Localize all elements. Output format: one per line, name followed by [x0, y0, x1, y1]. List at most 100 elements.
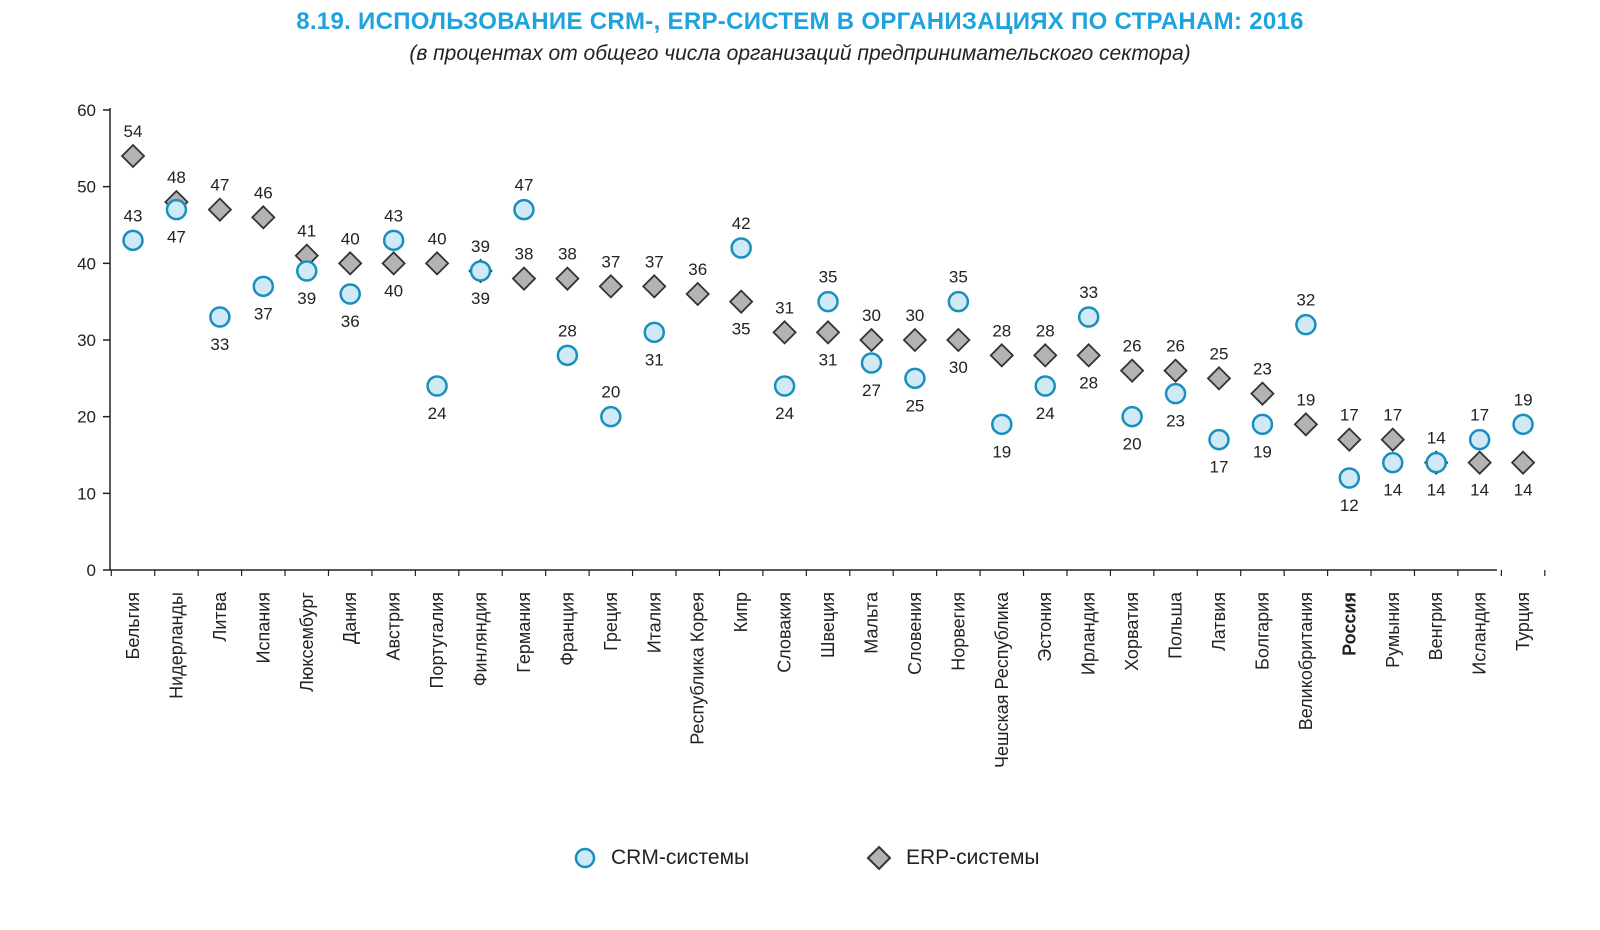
crm-data-label: 33: [1079, 283, 1098, 302]
erp-data-label: 47: [210, 176, 229, 195]
crm-data-label: 19: [992, 442, 1011, 461]
y-tick-label: 0: [87, 561, 96, 580]
x-category-label: Бельгия: [123, 592, 143, 659]
erp-data-label: 35: [732, 320, 751, 339]
crm-data-label: 39: [297, 289, 316, 308]
x-category-label: Россия: [1339, 592, 1359, 656]
erp-point: [207, 197, 233, 222]
crm-point: [773, 375, 796, 397]
crm-data-label: 24: [775, 404, 794, 423]
crm-point: [643, 321, 666, 344]
crm-point: [1251, 413, 1274, 436]
crm-data-label: 39: [471, 289, 490, 308]
erp-data-label: 38: [558, 245, 577, 264]
erp-point: [989, 343, 1015, 368]
x-category-label: Франция: [557, 592, 577, 666]
crm-data-label: 19: [1514, 390, 1533, 409]
scatter-chart: 0 10 20 30 40 50 60 Бельгия Нидерланды Литва Испан…: [77, 101, 1546, 768]
crm-point: [469, 260, 492, 282]
crm-data-label: 47: [167, 228, 186, 247]
erp-data-label: 26: [1123, 337, 1142, 356]
legend-label-erp: ERP-системы: [906, 846, 1040, 869]
erp-point: [1032, 343, 1058, 368]
crm-point: [556, 344, 579, 367]
crm-point: [1295, 313, 1317, 336]
y-tick-label: 50: [77, 178, 96, 197]
crm-point: [165, 198, 188, 221]
erp-data-label: 28: [1036, 321, 1055, 340]
x-category-label: Швеция: [818, 592, 838, 658]
erp-data-label: 41: [297, 222, 316, 241]
x-category-label: Литва: [210, 591, 230, 641]
erp-data-label: 14: [1514, 481, 1533, 500]
crm-data-label: 23: [1166, 412, 1185, 431]
erp-data-label: 28: [992, 321, 1011, 340]
crm-point: [1512, 413, 1534, 436]
crm-point: [513, 198, 535, 221]
chart-legend: CRM-системы ERP-системы: [0, 838, 1600, 878]
erp-data-label: 54: [124, 122, 143, 141]
crm-point: [122, 229, 144, 252]
erp-data-label: 40: [428, 229, 447, 248]
crm-point: [1164, 382, 1187, 405]
crm-point: [730, 237, 752, 259]
x-category-label: Латвия: [1209, 592, 1229, 651]
erp-data-label: 14: [1427, 429, 1446, 448]
crm-data-label: 28: [558, 321, 577, 340]
erp-data-label: 30: [949, 358, 968, 377]
x-category-label: Чешская Республика: [992, 591, 1012, 768]
x-category-label: Нидерланды: [166, 592, 186, 699]
x-category-label: Дания: [340, 592, 360, 644]
x-category-label: Республика Корея: [688, 592, 708, 745]
crm-point: [904, 367, 926, 390]
x-category-label: Испания: [253, 592, 273, 663]
x-category-label: Болгария: [1252, 592, 1272, 670]
erp-point: [902, 327, 928, 353]
chart-title: 8.19. ИСПОЛЬЗОВАНИЕ CRM-, ERP-СИСТЕМ В О…: [296, 8, 1304, 35]
erp-point: [1510, 450, 1536, 475]
x-category-label: Хорватия: [1122, 592, 1142, 671]
crm-point: [817, 290, 839, 313]
chart-subtitle: (в процентах от общего числа организаций…: [409, 42, 1191, 65]
crm-data-label: 47: [514, 176, 533, 195]
erp-data-label: 37: [645, 252, 664, 271]
erp-data-label: 30: [862, 306, 881, 325]
legend-item-erp: ERP-системы: [866, 838, 1040, 878]
crm-data-label: 19: [1253, 442, 1272, 461]
erp-point: [337, 251, 363, 276]
erp-point: [1293, 412, 1319, 437]
y-tick-label: 40: [77, 254, 96, 273]
crm-point: [1034, 375, 1056, 397]
crm-data-label: 36: [341, 312, 360, 331]
x-category-label: Ирландия: [1079, 592, 1099, 675]
diamond-marker-icon: [866, 845, 892, 871]
crm-data-label: 12: [1340, 496, 1359, 515]
x-category-label: Финляндия: [471, 592, 491, 686]
crm-data-label: 14: [1383, 481, 1402, 500]
crm-point: [252, 275, 275, 298]
erp-data-label: 26: [1166, 337, 1185, 356]
erp-data-label: 31: [819, 350, 838, 369]
crm-data-label: 20: [601, 383, 620, 402]
x-category-label: Мальта: [861, 591, 881, 654]
crm-point: [209, 306, 231, 328]
crm-point: [1208, 428, 1230, 451]
erp-point: [120, 143, 146, 169]
crm-data-label: 42: [732, 214, 751, 233]
erp-point: [251, 205, 276, 230]
y-tick-label: 30: [77, 331, 96, 350]
erp-point: [1076, 343, 1101, 368]
erp-data-label: 31: [775, 298, 794, 317]
crm-point: [296, 260, 318, 282]
erp-point: [1163, 358, 1188, 383]
erp-point: [815, 320, 841, 345]
crm-point: [1425, 451, 1447, 474]
erp-point: [1206, 366, 1232, 391]
erp-data-label: 28: [1079, 373, 1098, 392]
erp-data-label: 23: [1253, 360, 1272, 379]
x-category-label: Португалия: [427, 592, 447, 689]
erp-data-label: 39: [471, 237, 490, 256]
x-category-label: Кипр: [731, 592, 751, 632]
crm-point: [1338, 467, 1361, 489]
erp-point: [772, 320, 797, 345]
